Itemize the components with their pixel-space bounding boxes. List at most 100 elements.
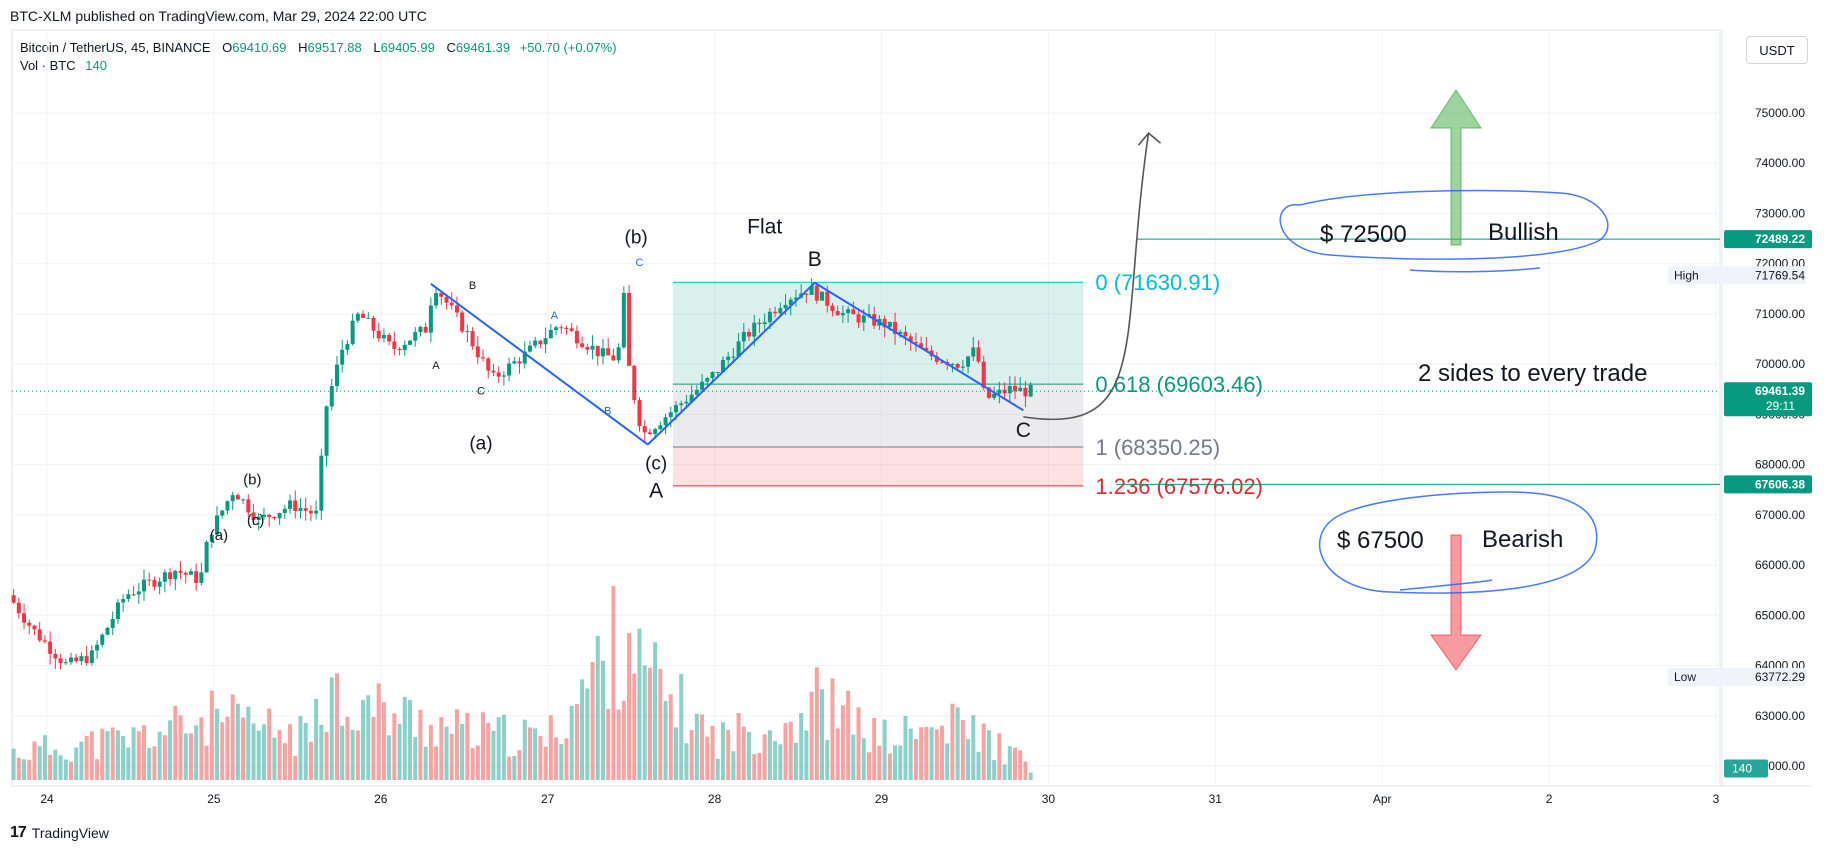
- candle-body: [334, 364, 339, 387]
- volume-bar: [736, 713, 741, 780]
- candle-body: [731, 356, 736, 358]
- wave-label: B: [469, 280, 476, 292]
- tradingview-logo[interactable]: 17 TradingView: [10, 824, 109, 842]
- volume-bar: [585, 688, 590, 780]
- candle-body: [194, 571, 199, 583]
- volume-bar: [548, 715, 553, 780]
- candle-body: [527, 345, 532, 352]
- volume-bar: [913, 739, 918, 780]
- volume-bar: [590, 662, 595, 780]
- high-price-text: 71769.54: [1755, 268, 1805, 282]
- candle-body: [835, 311, 840, 316]
- volume-bar: [720, 722, 725, 780]
- candle-body: [58, 658, 63, 664]
- volume-bar: [387, 735, 392, 780]
- volume-bars: [11, 586, 1033, 780]
- volume-bar: [340, 725, 345, 780]
- volume-bar: [929, 727, 934, 780]
- candle-body: [1028, 384, 1033, 397]
- volume-bar: [606, 708, 611, 780]
- candle-body: [267, 514, 272, 517]
- volume-bar: [465, 712, 470, 780]
- candle-body: [767, 311, 772, 323]
- last-price-text: 69461.39: [1755, 384, 1805, 398]
- volume-bar: [908, 728, 913, 780]
- candle-body: [361, 313, 366, 318]
- volume-bar: [272, 737, 277, 780]
- candle-body: [564, 327, 569, 329]
- candle-body: [507, 363, 512, 376]
- candle-body: [710, 372, 715, 379]
- volume-bar: [178, 715, 183, 780]
- time-axis[interactable]: 24 25 26 27 28 29 30 31 Apr 2 3: [40, 792, 1719, 806]
- candle-body: [329, 386, 334, 407]
- volume-bar: [345, 716, 350, 780]
- candle-body: [533, 340, 538, 346]
- candle-body: [230, 495, 235, 502]
- candle-body: [241, 499, 246, 501]
- candle-body: [820, 291, 825, 301]
- volume-bar: [533, 728, 538, 780]
- candle-body: [115, 602, 120, 619]
- low-label: L: [373, 40, 381, 55]
- volume-bar: [496, 717, 501, 780]
- volume-bar: [919, 727, 924, 780]
- candle-body: [496, 372, 501, 377]
- x-tick-label: Apr: [1373, 792, 1392, 806]
- candle-body: [371, 317, 376, 331]
- volume-label[interactable]: Vol · BTC: [20, 58, 76, 73]
- candle-body: [152, 579, 157, 587]
- high-tag: [1668, 266, 1806, 285]
- volume-bar: [554, 737, 559, 780]
- wave-label: A: [551, 310, 559, 322]
- volume-bar: [173, 706, 178, 780]
- volume-bar: [689, 730, 694, 780]
- volume-bar: [960, 720, 965, 780]
- x-tick-label: 28: [708, 792, 722, 806]
- volume-bar: [68, 761, 73, 780]
- candle-body: [705, 378, 710, 382]
- candle-body: [825, 291, 830, 306]
- symbol-legend: Bitcoin / TetherUS, 45, BINANCE O69410.6…: [20, 40, 617, 55]
- volume-bar: [428, 724, 433, 780]
- candle-body: [209, 534, 214, 542]
- candle-body: [199, 572, 204, 583]
- candle-body: [1023, 387, 1028, 397]
- bearish-arrow-icon: [1430, 534, 1482, 671]
- candle-body: [908, 336, 913, 343]
- volume-bar: [752, 754, 757, 780]
- volume-bar: [183, 733, 188, 780]
- volume-bar: [799, 713, 804, 780]
- candle-body: [840, 313, 845, 316]
- candle-body: [63, 662, 68, 664]
- candle-body: [37, 629, 42, 641]
- symbol-title[interactable]: Bitcoin / TetherUS, 45, BINANCE: [20, 40, 211, 55]
- candle-body: [298, 508, 303, 512]
- tradingview-logo-icon: 17: [10, 824, 27, 841]
- fib-zones[interactable]: 0 (71630.91) 0.618 (69603.46) 1 (68350.25)…: [672, 270, 1263, 499]
- candle-body: [569, 328, 574, 331]
- volume-bar: [277, 730, 282, 780]
- candle-body: [481, 357, 486, 359]
- price-axis[interactable]: 75000.0074000.0073000.0072000.0071000.00…: [1668, 106, 1812, 778]
- candle-body: [663, 417, 668, 426]
- volume-bar: [53, 749, 58, 780]
- candle-body: [444, 296, 449, 303]
- candle-body: [475, 346, 480, 358]
- candle-body: [788, 299, 793, 305]
- volume-bar: [470, 748, 475, 780]
- drawings[interactable]: $ 72500 Bullish $ 67500 Bearish 2 sides to e…: [12, 89, 1720, 671]
- candle-body: [288, 500, 293, 509]
- volume-bar: [527, 727, 532, 780]
- volume-bar: [402, 696, 407, 780]
- candle-body: [538, 340, 543, 345]
- y-tick-label: 75000.00: [1755, 106, 1805, 120]
- volume-bar: [27, 759, 32, 780]
- close-label: C: [446, 40, 456, 55]
- candle-body: [966, 356, 971, 367]
- currency-button[interactable]: USDT: [1746, 36, 1808, 64]
- candle-body: [846, 309, 851, 314]
- wave-lines[interactable]: [430, 281, 1024, 446]
- volume-bar: [444, 726, 449, 780]
